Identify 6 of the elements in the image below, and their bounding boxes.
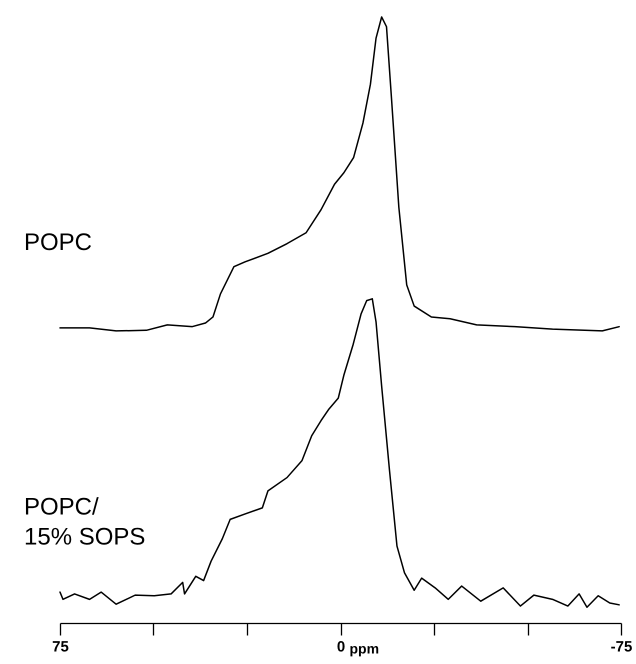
text: POPC bbox=[24, 229, 92, 256]
x-tick-label: 0 bbox=[336, 638, 346, 656]
x-tick-label: 75 bbox=[52, 638, 69, 656]
x-tick-label: -75 bbox=[610, 638, 632, 656]
x-axis-title: ppm bbox=[350, 640, 380, 656]
series-label: POPC/ 15% SOPS bbox=[24, 493, 146, 550]
